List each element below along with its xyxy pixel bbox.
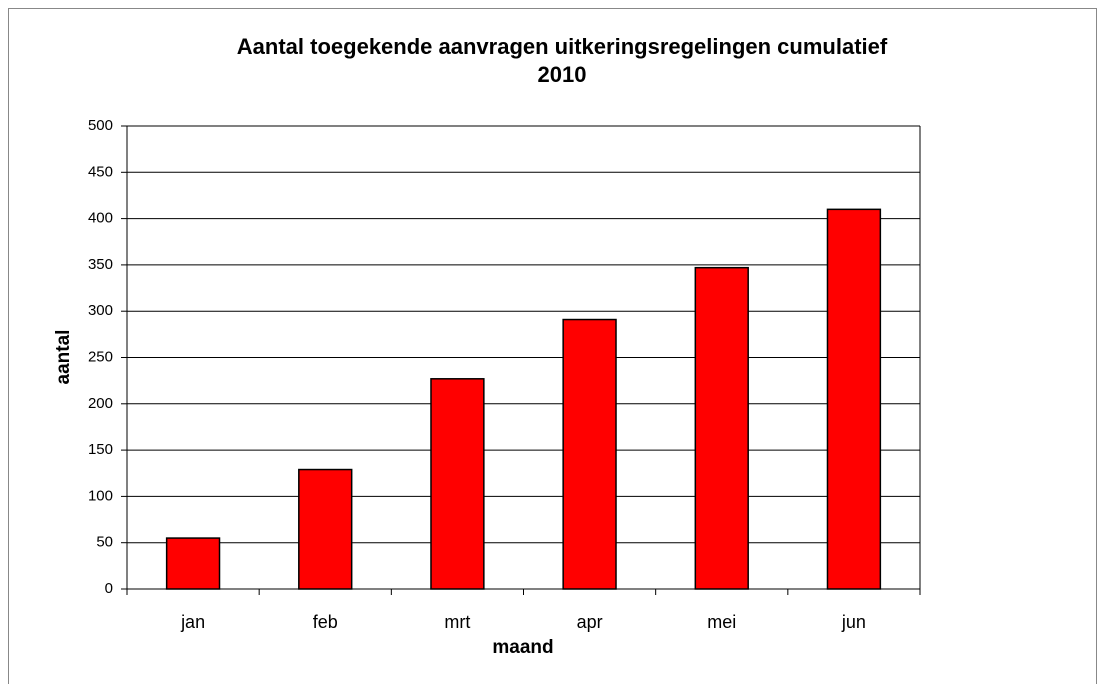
x-tick-label: jan xyxy=(180,612,205,632)
y-tick-label: 500 xyxy=(88,117,113,134)
x-axis-title: maand xyxy=(492,637,553,658)
x-tick-label: jun xyxy=(841,612,866,632)
bar xyxy=(562,318,617,590)
y-tick-label: 200 xyxy=(88,395,113,412)
x-tick-label: apr xyxy=(577,612,603,632)
y-tick-label: 50 xyxy=(96,534,113,551)
chart-title: Aantal toegekende aanvragen uitkeringsre… xyxy=(237,34,888,59)
y-tick-label: 450 xyxy=(88,163,113,180)
bar xyxy=(694,266,749,590)
bar xyxy=(430,378,485,590)
y-tick-label: 350 xyxy=(88,256,113,273)
y-tick-label: 0 xyxy=(105,580,113,597)
y-tick-label: 400 xyxy=(88,210,113,227)
y-tick-label: 100 xyxy=(88,487,113,504)
x-tick-label: mei xyxy=(707,612,736,632)
bar xyxy=(298,468,353,590)
y-axis-title: aantal xyxy=(53,330,74,385)
x-tick-label: feb xyxy=(313,612,338,632)
chart-title: 2010 xyxy=(538,62,587,87)
y-tick-label: 150 xyxy=(88,441,113,458)
y-tick-label: 250 xyxy=(88,348,113,365)
x-tick-label: mrt xyxy=(444,612,470,632)
y-tick-label: 300 xyxy=(88,302,113,319)
bar xyxy=(165,537,221,590)
bar xyxy=(826,208,882,590)
